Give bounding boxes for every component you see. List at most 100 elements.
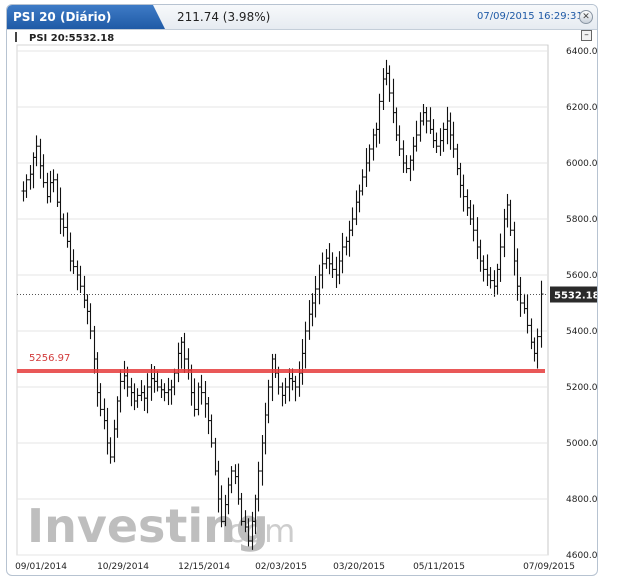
ohlc-bar [481, 255, 486, 282]
chart-header: PSI 20 (Diário) 211.74 (3.98%) 07/09/201… [7, 5, 597, 30]
ohlc-bar [340, 232, 345, 274]
ohlc-bar [364, 148, 369, 187]
ohlc-bar [85, 294, 90, 325]
ohlc-bar [219, 485, 224, 528]
ohlc-bar [371, 128, 376, 161]
last-price-marker [550, 286, 597, 303]
legend-label: PSI 20:5532.18 [29, 33, 115, 44]
ohlc-bar [233, 464, 238, 485]
ohlc-bar [206, 397, 211, 435]
ohlc-bar [478, 239, 483, 272]
ohlc-bar [186, 348, 191, 380]
y-tick-label: 5200.00 [566, 383, 597, 393]
gridlines [16, 44, 549, 556]
ohlc-bar [518, 276, 523, 317]
ohlc-bar [169, 379, 174, 405]
ohlc-bar [280, 382, 285, 407]
ohlc-bar [505, 193, 510, 228]
ohlc-bar [381, 68, 386, 111]
ohlc-bar [192, 378, 197, 417]
ohlc-bar [108, 437, 113, 464]
quote-timestamp: 07/09/2015 16:29:31 [477, 11, 583, 22]
x-tick-label: 02/03/2015 [255, 562, 307, 572]
ohlc-bar [492, 270, 497, 297]
ohlc-bar [287, 368, 292, 402]
y-tick-label: 5000.00 [566, 439, 597, 449]
ohlc-bar [317, 264, 322, 305]
ohlc-bar [303, 321, 308, 369]
ohlc-bar [539, 280, 544, 348]
ohlc-bar [24, 174, 29, 198]
ohlc-bar [327, 243, 332, 275]
ohlc-bar [525, 294, 530, 334]
y-tick-label: 4800.00 [566, 495, 597, 505]
ohlc-bar [367, 144, 372, 172]
ohlc-bar [239, 492, 244, 526]
ohlc-bar [61, 213, 66, 237]
ohlc-bar [256, 461, 261, 512]
ohlc-bar [455, 143, 460, 176]
close-icon[interactable]: ✕ [579, 10, 593, 24]
drag-handle-icon[interactable] [15, 32, 17, 42]
chart-widget: PSI 20 (Diário) 211.74 (3.98%) 07/09/201… [6, 4, 598, 576]
ohlc-bar [28, 165, 33, 190]
ohlc-bar [135, 388, 140, 408]
plot-border [16, 44, 549, 556]
ohlc-bar [71, 249, 76, 274]
ohlc-bar [532, 337, 537, 362]
ohlc-bar [155, 370, 160, 392]
ohlc-bar [485, 254, 490, 287]
instrument-title[interactable]: PSI 20 (Diário) [7, 5, 165, 29]
ohlc-bar [512, 221, 517, 276]
minimize-icon[interactable]: – [581, 30, 592, 41]
ohlc-bar [283, 377, 288, 404]
ohlc-bar [387, 65, 392, 102]
ohlc-bar [98, 383, 103, 417]
ohlc-bar [401, 140, 406, 173]
ohlc-bar [397, 125, 402, 157]
ohlc-bar [391, 78, 396, 124]
ohlc-bar [95, 352, 100, 407]
ohlc-bar [213, 437, 218, 476]
ohlc-bar [159, 379, 164, 399]
ohlc-bar [324, 249, 329, 269]
x-tick-label: 10/29/2014 [97, 562, 149, 572]
ohlc-bar [384, 59, 389, 86]
ohlc-bar [313, 275, 318, 318]
ohlc-bar [41, 154, 46, 188]
ohlc-bar [82, 275, 87, 309]
ohlc-bar [448, 112, 453, 150]
ohlc-bar [166, 377, 171, 406]
ohlc-bar [394, 107, 399, 142]
y-tick-label: 6400.00 [566, 47, 597, 57]
ohlc-bar [347, 220, 352, 257]
ohlc-bar [451, 121, 456, 158]
chart-overlays: 5532.18 5256.97 [17, 286, 597, 374]
ohlc-bar [182, 332, 187, 373]
support-line-label: 5256.97 [29, 353, 70, 364]
ohlc-bars [21, 59, 544, 550]
ohlc-bar [58, 187, 63, 235]
ohlc-bar [502, 208, 507, 258]
ohlc-bar [522, 293, 527, 314]
ohlc-bar [115, 396, 120, 438]
ohlc-bar [162, 383, 167, 402]
ohlc-bar [431, 119, 436, 148]
y-tick-label: 6200.00 [566, 103, 597, 113]
ohlc-bar [122, 360, 127, 390]
y-axis: 6400.00 6200.00 6000.00 5800.00 5600.00 5400.… [566, 47, 597, 561]
x-tick-label: 09/01/2014 [15, 562, 67, 572]
ohlc-bar [414, 120, 419, 152]
ohlc-bar [293, 375, 298, 402]
y-tick-label: 5400.00 [566, 327, 597, 337]
ohlc-bar [45, 172, 50, 204]
ohlc-bar [112, 419, 117, 463]
ohlc-bar [508, 199, 513, 236]
ohlc-bar [334, 256, 339, 288]
ohlc-bar [38, 138, 43, 179]
ohlc-bar [377, 93, 382, 144]
ohlc-bar [344, 236, 349, 256]
x-axis: 09/01/2014 10/29/2014 12/15/2014 02/03/2015… [15, 562, 575, 572]
ohlc-bar [34, 135, 39, 167]
